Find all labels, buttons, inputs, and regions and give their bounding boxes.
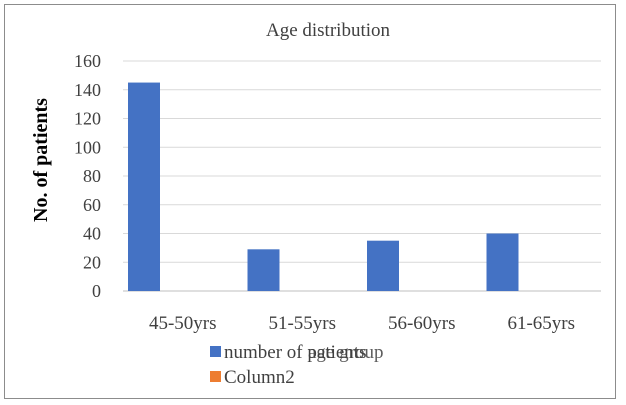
bar-56-60yrs: [367, 240, 399, 291]
x-tick-label: 61-65yrs: [507, 313, 575, 334]
legend-overlap-text: age group: [308, 342, 383, 363]
bar-61-65yrs: [486, 233, 519, 291]
y-tick-label: 160: [74, 51, 101, 71]
bars: [128, 82, 519, 291]
y-tick-label: 80: [83, 166, 101, 186]
bar-51-55yrs: [247, 249, 280, 291]
legend-swatch-series-2: [210, 371, 221, 382]
y-tick-label: 0: [92, 281, 101, 301]
legend-swatch-series-1: [210, 346, 221, 357]
legend-label-series-2: Column2: [224, 367, 295, 388]
gridlines: [123, 60, 601, 292]
x-tick-label: 56-60yrs: [388, 313, 456, 334]
legend-label-series-1: number of patients: [224, 342, 366, 363]
x-tick-label: 45-50yrs: [149, 313, 217, 334]
chart-frame: Age distribution No. of patients 0 20 40 60…: [4, 4, 616, 399]
y-tick-label: 40: [83, 224, 101, 244]
y-tick-label: 100: [74, 137, 101, 157]
legend: number of patients age group Column2: [210, 342, 383, 388]
bar-chart: Age distribution No. of patients 0 20 40 60…: [30, 20, 601, 388]
x-tick-labels: 45-50yrs 51-55yrs 56-60yrs 61-65yrs: [149, 313, 575, 334]
y-tick-labels: 0 20 40 60 80 100 120 140 160: [74, 51, 101, 301]
y-axis-label: No. of patients: [30, 98, 52, 222]
y-tick-label: 120: [74, 109, 101, 129]
y-tick-label: 20: [83, 252, 101, 272]
x-tick-label: 51-55yrs: [268, 313, 336, 334]
y-tick-label: 140: [74, 80, 101, 100]
y-tick-label: 60: [83, 195, 101, 215]
chart-title: Age distribution: [266, 20, 391, 41]
bar-45-50yrs: [128, 82, 160, 291]
